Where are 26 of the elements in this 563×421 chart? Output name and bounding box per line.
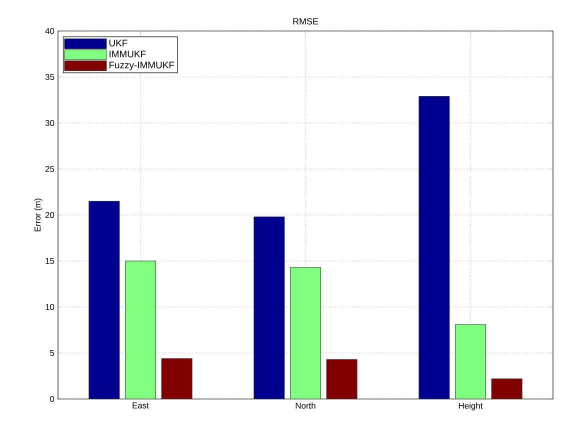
y-tick-label: 30 [45, 120, 54, 126]
y-tick-label: 20 [45, 212, 54, 218]
y-tick-label: 25 [45, 166, 54, 172]
y-tick-label: 0 [50, 396, 54, 402]
bar [161, 358, 192, 399]
y-tick-label: 5 [50, 350, 54, 356]
bar [454, 324, 486, 399]
chart-title: RMSE [293, 18, 318, 25]
x-tick-label: East [132, 402, 149, 408]
bar [326, 359, 358, 399]
legend-label: IMMUKF [110, 50, 146, 58]
bar [254, 216, 285, 399]
y-tick-label: 15 [46, 258, 54, 264]
legend-label: Fuzzy-IMMUKF [110, 62, 174, 70]
y-tick-label: 40 [45, 28, 54, 34]
legend-label: UKF [109, 40, 128, 46]
bar [491, 378, 522, 399]
x-tick-label: Height [458, 402, 483, 410]
bar [88, 200, 120, 399]
y-axis-title: Error (m) [34, 198, 42, 232]
bar [290, 267, 322, 399]
y-tick-label: 10 [46, 304, 54, 310]
x-tick-label: North [296, 402, 316, 409]
bar [418, 96, 450, 399]
bar [124, 260, 156, 399]
y-tick-label: 35 [45, 74, 54, 80]
